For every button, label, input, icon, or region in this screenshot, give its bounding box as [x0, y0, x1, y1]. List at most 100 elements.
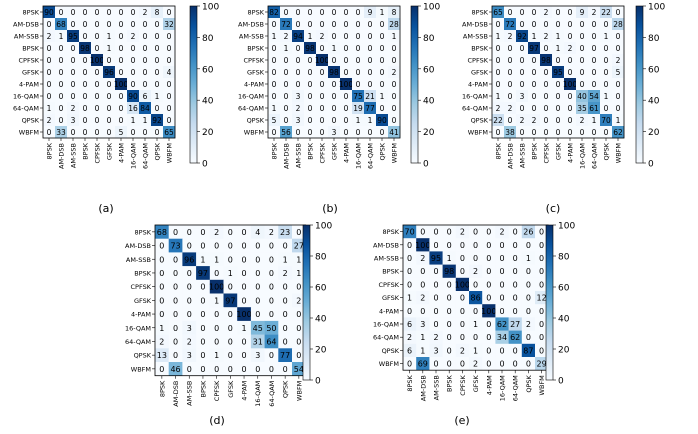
- cell-value-label: 2: [296, 296, 301, 305]
- x-tick-label: 16-QAM: [130, 143, 138, 169]
- cell-value-label: 0: [320, 80, 325, 89]
- heatmap-cell: [564, 54, 577, 67]
- x-tick-label: AM-DSB: [283, 143, 291, 169]
- heatmap-cell: [612, 90, 625, 103]
- heatmap-cell: [528, 6, 541, 19]
- heatmap-cell: [278, 238, 293, 253]
- heatmap-cell: [521, 357, 536, 371]
- heatmap-cell: [264, 307, 279, 322]
- cell-value-label: 0: [214, 242, 219, 251]
- heatmap-cell: [492, 102, 505, 115]
- colorbar-tick-label: 80: [423, 34, 435, 44]
- heatmap-cell: [612, 6, 625, 19]
- heatmap-cell: [442, 251, 457, 265]
- heatmap-cell: [182, 362, 197, 376]
- heatmap-cell: [292, 30, 305, 43]
- cell-value-label: 87: [523, 346, 533, 355]
- cell-value-label: 0: [187, 365, 192, 374]
- heatmap-cell: [127, 78, 140, 91]
- cell-value-label: 0: [187, 283, 192, 292]
- cell-value-label: 1: [420, 333, 425, 342]
- cell-value-label: 0: [356, 20, 361, 29]
- cell-value-label: 68: [56, 20, 66, 29]
- cell-value-label: 98: [541, 56, 551, 65]
- heatmap-cell: [516, 114, 529, 127]
- cell-value-label: 0: [592, 56, 597, 65]
- heatmap-cell: [504, 126, 517, 139]
- cell-value-label: 0: [580, 80, 585, 89]
- x-tick-label: AM-DSB: [172, 381, 180, 407]
- heatmap-cell: [429, 291, 443, 305]
- heatmap-cell: [352, 6, 365, 19]
- heatmap-cell: [182, 238, 197, 253]
- heatmap-cell: [416, 317, 430, 331]
- cell-value-label: 0: [460, 294, 465, 303]
- cell-value-label: 0: [332, 80, 337, 89]
- heatmap-cell: [495, 343, 509, 358]
- cell-value-label: 0: [200, 351, 205, 360]
- heatmap-cell: [521, 343, 536, 358]
- cell-value-label: 0: [200, 242, 205, 251]
- heatmap-cell: [492, 78, 505, 91]
- cell-value-label: 0: [143, 20, 148, 29]
- cell-value-label: 2: [320, 32, 325, 41]
- cell-value-label: 0: [59, 44, 64, 53]
- heatmap-cell: [182, 320, 197, 335]
- heatmap-cell: [482, 330, 496, 345]
- y-tick-label: GFSK: [471, 69, 489, 77]
- heatmap-cell: [155, 279, 169, 294]
- heatmap-cell: [403, 225, 417, 239]
- cell-value-label: 100: [90, 56, 105, 65]
- cell-value-label: 0: [556, 116, 561, 125]
- heatmap-cell: [540, 54, 553, 67]
- cell-value-label: 0: [513, 294, 518, 303]
- heatmap-cell: [388, 66, 401, 79]
- cell-value-label: 0: [83, 116, 88, 125]
- cell-value-label: 95: [68, 32, 78, 41]
- heatmap-cell: [223, 225, 238, 239]
- cell-value-label: 0: [499, 241, 504, 250]
- heatmap-cell: [103, 126, 116, 139]
- heatmap-cell: [209, 293, 224, 308]
- cell-value-label: 0: [296, 283, 301, 292]
- heatmap-cell: [482, 317, 496, 331]
- cell-value-label: 1: [308, 32, 313, 41]
- heatmap-cell: [528, 54, 541, 67]
- cell-value-label: 2: [532, 116, 537, 125]
- heatmap-cell: [508, 264, 523, 279]
- heatmap-cell: [328, 18, 341, 31]
- colorbar-tick-label: 0: [315, 377, 321, 387]
- heatmap-cell: [600, 6, 613, 19]
- heatmap-cell: [196, 266, 211, 281]
- cell-value-label: 0: [499, 307, 504, 316]
- heatmap-cell: [388, 78, 401, 91]
- colorbar-tick-label: 60: [202, 65, 214, 75]
- heatmap-cell: [223, 307, 238, 322]
- heatmap-cell: [535, 277, 549, 292]
- heatmap-cell: [280, 54, 293, 67]
- heatmap-cell: [600, 114, 613, 127]
- cell-value-label: 0: [47, 20, 52, 29]
- heatmap-cell: [552, 90, 565, 103]
- heatmap-cell: [482, 251, 496, 265]
- colorbar-tick-label: 40: [423, 97, 435, 107]
- cell-value-label: 0: [496, 80, 501, 89]
- heatmap-cell: [576, 90, 589, 103]
- cell-value-label: 32: [164, 20, 174, 29]
- heatmap-cell: [442, 291, 457, 305]
- heatmap-cell: [482, 304, 496, 318]
- cell-value-label: 0: [283, 242, 288, 251]
- heatmap-cell: [552, 18, 565, 31]
- cell-value-label: 0: [532, 80, 537, 89]
- cell-value-label: 2: [568, 44, 573, 53]
- heatmap-cell: [364, 114, 377, 127]
- heatmap-cell: [268, 102, 281, 115]
- heatmap-cell: [364, 30, 377, 43]
- x-tick-label: AM-DSB: [507, 143, 515, 169]
- cell-value-label: 0: [95, 80, 100, 89]
- cell-value-label: 3: [255, 351, 260, 360]
- y-tick-label: 64-QAM: [125, 338, 151, 346]
- cell-value-label: 0: [520, 8, 525, 17]
- x-tick-label: 4-PAM: [343, 143, 351, 163]
- heatmap-cell: [388, 114, 401, 127]
